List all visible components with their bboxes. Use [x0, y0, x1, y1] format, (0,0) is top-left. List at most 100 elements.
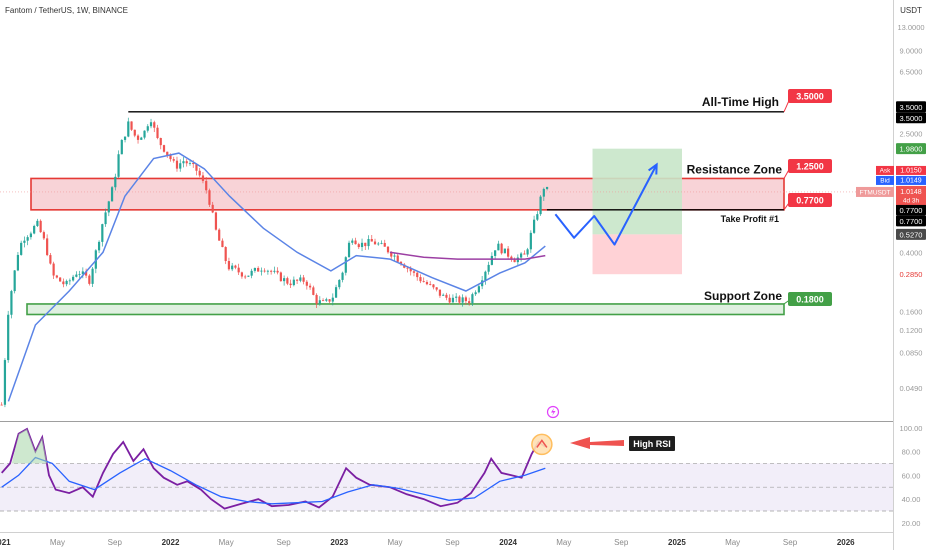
candle[interactable]: [175, 156, 179, 172]
candle[interactable]: [507, 246, 510, 260]
candle[interactable]: [305, 279, 308, 290]
badge-tp-1[interactable]: 0.7700: [896, 204, 926, 216]
candle[interactable]: [344, 256, 347, 276]
candle[interactable]: [299, 274, 302, 283]
candle[interactable]: [224, 246, 227, 265]
candle[interactable]: [117, 150, 120, 178]
candle[interactable]: [166, 151, 169, 158]
candle[interactable]: [39, 219, 42, 233]
candle[interactable]: [68, 278, 71, 285]
candle[interactable]: [542, 187, 545, 201]
candle[interactable]: [429, 281, 432, 286]
candle[interactable]: [312, 285, 315, 296]
candle[interactable]: [211, 201, 214, 214]
candle[interactable]: [149, 118, 153, 129]
candle[interactable]: [529, 230, 532, 253]
candle[interactable]: [185, 158, 188, 167]
candle[interactable]: [270, 269, 273, 275]
candle[interactable]: [221, 238, 224, 248]
candle[interactable]: [266, 269, 269, 275]
candle[interactable]: [273, 266, 276, 274]
candle[interactable]: [247, 275, 250, 277]
candle[interactable]: [42, 230, 45, 240]
ma-purple-line[interactable]: [389, 251, 546, 260]
candle[interactable]: [458, 295, 461, 305]
candle[interactable]: [172, 156, 175, 163]
candle[interactable]: [110, 186, 114, 202]
rsi-ma-line[interactable]: [1, 456, 546, 505]
candle[interactable]: [101, 223, 104, 247]
candle[interactable]: [16, 251, 20, 272]
projection-path[interactable]: [554, 164, 658, 246]
candle[interactable]: [201, 171, 205, 184]
price-layer[interactable]: [0, 117, 549, 408]
candle[interactable]: [7, 310, 10, 363]
position-profit-area[interactable]: [592, 148, 682, 235]
badge-stop[interactable]: 0.2850: [896, 268, 926, 280]
candle[interactable]: [500, 242, 503, 255]
candle[interactable]: [120, 139, 123, 155]
candle[interactable]: [143, 130, 146, 140]
badge-tp-2[interactable]: 0.7700: [896, 215, 926, 227]
badge-ath-1[interactable]: 3.5000: [896, 101, 926, 113]
candle[interactable]: [442, 293, 445, 296]
candle[interactable]: [393, 253, 396, 262]
candle[interactable]: [36, 218, 39, 228]
candle[interactable]: [545, 186, 549, 191]
candle[interactable]: [0, 402, 3, 406]
candle[interactable]: [419, 274, 422, 284]
candle[interactable]: [146, 124, 149, 133]
candle[interactable]: [377, 241, 380, 246]
candle[interactable]: [360, 238, 364, 252]
candle[interactable]: [370, 235, 373, 242]
candle[interactable]: [520, 252, 523, 262]
candle[interactable]: [136, 134, 140, 144]
candle[interactable]: [198, 167, 201, 178]
badge-entry[interactable]: 0.5270: [896, 228, 926, 240]
candle[interactable]: [279, 271, 282, 282]
candle[interactable]: [49, 252, 52, 265]
candle[interactable]: [367, 235, 370, 250]
candle[interactable]: [513, 257, 516, 263]
candle[interactable]: [380, 240, 383, 245]
candle[interactable]: [315, 293, 318, 309]
candle[interactable]: [88, 274, 91, 286]
candle[interactable]: [91, 266, 94, 288]
candle[interactable]: [494, 250, 497, 260]
candle[interactable]: [296, 279, 299, 285]
candle[interactable]: [52, 261, 55, 280]
candle[interactable]: [386, 246, 390, 254]
candle[interactable]: [133, 129, 136, 138]
candle[interactable]: [461, 294, 464, 307]
candle[interactable]: [195, 163, 198, 176]
candle[interactable]: [159, 137, 162, 150]
candle[interactable]: [59, 277, 62, 282]
candle[interactable]: [373, 238, 377, 245]
candle[interactable]: [75, 271, 78, 278]
candle[interactable]: [253, 267, 257, 273]
ath-callout[interactable]: 3.5000: [783, 89, 832, 112]
candle[interactable]: [383, 239, 386, 247]
candle[interactable]: [205, 177, 208, 194]
candle[interactable]: [3, 358, 7, 408]
candle[interactable]: [72, 274, 75, 282]
candle[interactable]: [445, 292, 448, 301]
candle[interactable]: [114, 173, 117, 191]
candle[interactable]: [283, 275, 286, 286]
candle[interactable]: [55, 274, 58, 279]
candle[interactable]: [474, 290, 477, 296]
candle[interactable]: [286, 276, 289, 286]
high-rsi-marker[interactable]: [531, 433, 553, 456]
candle[interactable]: [435, 287, 438, 292]
candle[interactable]: [477, 283, 480, 294]
rsi-pane[interactable]: High RSI: [0, 427, 893, 512]
candle[interactable]: [328, 298, 331, 304]
candle[interactable]: [325, 297, 328, 302]
candle[interactable]: [140, 136, 143, 140]
candle[interactable]: [237, 263, 240, 275]
candle[interactable]: [84, 268, 88, 279]
candle[interactable]: [156, 124, 159, 140]
candle[interactable]: [33, 224, 36, 235]
candle[interactable]: [396, 253, 399, 263]
candle[interactable]: [364, 242, 367, 251]
